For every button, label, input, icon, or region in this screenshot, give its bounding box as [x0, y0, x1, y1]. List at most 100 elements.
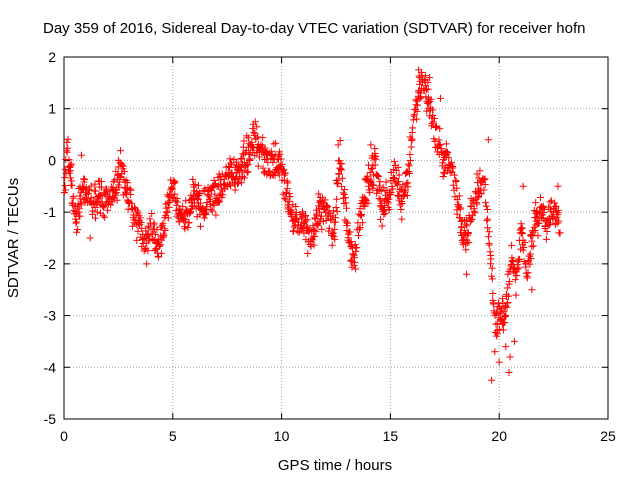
data-point-marker	[226, 155, 234, 163]
data-point-marker	[185, 219, 193, 227]
data-point-marker	[318, 225, 326, 233]
plot-frame	[63, 56, 609, 420]
data-point-marker	[314, 222, 322, 230]
data-point-marker	[526, 250, 534, 258]
data-point-marker	[502, 343, 510, 351]
data-point-marker	[294, 218, 302, 226]
data-point-marker	[240, 137, 248, 145]
y-tick-label: -5	[44, 411, 57, 427]
data-point-marker	[149, 236, 157, 244]
data-point-marker	[397, 206, 405, 214]
data-point-marker	[303, 216, 311, 224]
data-point-marker	[486, 248, 494, 256]
data-point-marker	[297, 223, 305, 231]
data-point-marker	[310, 241, 318, 249]
data-point-marker	[76, 212, 84, 220]
data-point-marker	[534, 213, 542, 221]
data-point-marker	[380, 210, 388, 218]
data-point-marker	[442, 148, 450, 156]
data-point-marker	[243, 168, 251, 176]
data-point-marker	[174, 198, 182, 206]
data-point-marker	[62, 186, 70, 194]
data-point-marker	[514, 265, 522, 273]
y-axis-label: SDTVAR / TECUs	[5, 178, 22, 298]
data-point-marker	[207, 187, 215, 195]
data-point-marker	[335, 170, 343, 178]
data-point-marker	[382, 178, 390, 186]
data-point-marker	[436, 94, 444, 102]
data-point-marker	[227, 182, 235, 190]
data-point-marker	[237, 155, 245, 163]
data-point-marker	[77, 189, 85, 197]
data-point-marker	[386, 190, 394, 198]
data-point-marker	[369, 181, 377, 189]
data-point-marker	[331, 235, 339, 243]
data-point-marker	[483, 206, 491, 214]
data-point-marker	[534, 232, 542, 240]
data-point-marker	[114, 156, 122, 164]
data-point-marker	[270, 140, 278, 148]
data-point-marker	[484, 233, 492, 241]
data-point-marker	[328, 241, 336, 249]
data-point-marker	[289, 201, 297, 209]
data-point-marker	[198, 204, 206, 212]
data-point-marker	[502, 311, 510, 319]
data-point-marker	[440, 168, 448, 176]
data-point-marker	[367, 141, 375, 149]
data-point-marker	[127, 186, 135, 194]
data-point-marker	[495, 310, 503, 318]
data-point-marker	[329, 229, 337, 237]
data-point-marker	[460, 227, 468, 235]
data-point-marker	[254, 133, 262, 141]
data-point-marker	[353, 244, 361, 252]
data-point-marker	[508, 241, 516, 249]
data-point-marker	[460, 235, 468, 243]
data-point-marker	[283, 177, 291, 185]
data-point-marker	[211, 190, 219, 198]
data-point-marker	[138, 224, 146, 232]
data-point-marker	[523, 274, 531, 282]
data-point-marker	[356, 224, 364, 232]
data-point-marker	[371, 161, 379, 169]
data-point-marker	[359, 219, 367, 227]
x-tick-label: 10	[274, 428, 290, 444]
data-point-marker	[244, 168, 252, 176]
data-point-marker	[240, 174, 248, 182]
data-point-marker	[85, 186, 93, 194]
data-point-marker	[238, 154, 246, 162]
data-point-marker	[501, 319, 509, 327]
chart-title: Day 359 of 2016, Sidereal Day-to-day VTE…	[43, 20, 585, 37]
data-point-marker	[405, 162, 413, 170]
data-point-marker	[484, 224, 492, 232]
data-point-marker	[338, 160, 346, 168]
data-point-marker	[484, 215, 492, 223]
data-point-marker	[409, 124, 417, 132]
data-point-marker	[168, 185, 176, 193]
data-point-marker	[527, 255, 535, 263]
data-point-marker	[462, 246, 470, 254]
data-point-marker	[164, 214, 172, 222]
data-point-marker	[399, 192, 407, 200]
data-point-marker	[312, 228, 320, 236]
data-point-marker	[206, 200, 214, 208]
data-point-marker	[416, 89, 424, 97]
data-point-marker	[453, 210, 461, 218]
data-point-marker	[455, 201, 463, 209]
data-point-marker	[321, 196, 329, 204]
data-point-marker	[513, 271, 521, 279]
data-point-marker	[464, 228, 472, 236]
data-point-marker	[75, 205, 83, 213]
data-point-marker	[210, 201, 218, 209]
data-point-marker	[385, 206, 393, 214]
data-point-marker	[194, 181, 202, 189]
data-point-marker	[442, 140, 450, 148]
data-point-marker	[368, 181, 376, 189]
data-point-marker	[495, 325, 503, 333]
data-point-marker	[524, 269, 532, 277]
data-point-marker	[180, 216, 188, 224]
data-points	[60, 66, 564, 384]
data-point-marker	[171, 179, 179, 187]
data-point-marker	[387, 188, 395, 196]
data-point-marker	[510, 337, 518, 345]
y-tick-label: 1	[48, 101, 56, 117]
